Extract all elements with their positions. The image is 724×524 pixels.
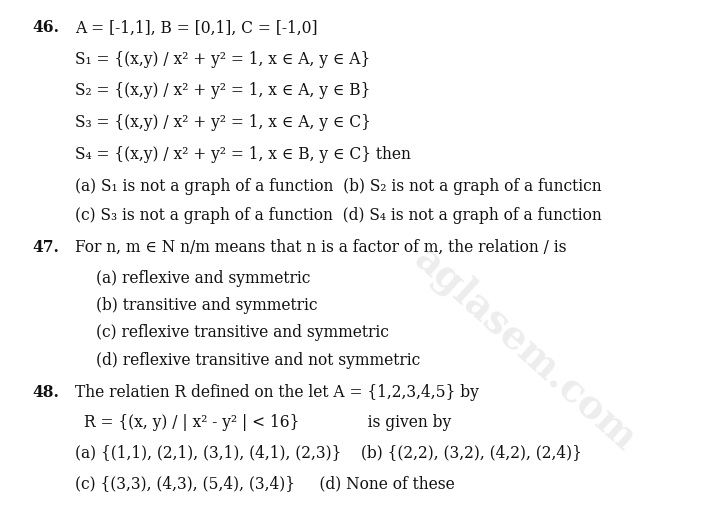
Text: 46.: 46. <box>32 19 59 36</box>
Text: A = [-1,1], B = [0,1], C = [-1,0]: A = [-1,1], B = [0,1], C = [-1,0] <box>75 19 317 36</box>
Text: S₄ = {(x,y) / x² + y² = 1, x ∈ B, y ∈ C} then: S₄ = {(x,y) / x² + y² = 1, x ∈ B, y ∈ C}… <box>75 146 411 163</box>
Text: (b) transitive and symmetric: (b) transitive and symmetric <box>96 297 317 314</box>
Text: (a) S₁ is not a graph of a function  (b) S₂ is not a graph of a functicn: (a) S₁ is not a graph of a function (b) … <box>75 178 601 195</box>
Text: S₃ = {(x,y) / x² + y² = 1, x ∈ A, y ∈ C}: S₃ = {(x,y) / x² + y² = 1, x ∈ A, y ∈ C} <box>75 114 371 132</box>
Text: (c) {(3,3), (4,3), (5,4), (3,4)}     (d) None of these: (c) {(3,3), (4,3), (5,4), (3,4)} (d) Non… <box>75 475 455 493</box>
Text: S₁ = {(x,y) / x² + y² = 1, x ∈ A, y ∈ A}: S₁ = {(x,y) / x² + y² = 1, x ∈ A, y ∈ A} <box>75 51 370 68</box>
Text: (a) reflexive and symmetric: (a) reflexive and symmetric <box>96 270 311 287</box>
Text: (a) {(1,1), (2,1), (3,1), (4,1), (2,3)}    (b) {(2,2), (3,2), (4,2), (2,4)}: (a) {(1,1), (2,1), (3,1), (4,1), (2,3)} … <box>75 444 581 462</box>
Text: R = {(x, y) / | x² - y² | < 16}              is given by: R = {(x, y) / | x² - y² | < 16} is given… <box>84 414 451 431</box>
Text: (c) S₃ is not a graph of a function  (d) S₄ is not a graph of a function: (c) S₃ is not a graph of a function (d) … <box>75 208 602 224</box>
Text: For n, m ∈ N n/m means that n is a factor of m, the relation / is: For n, m ∈ N n/m means that n is a facto… <box>75 239 566 256</box>
Text: (c) reflexive transitive and symmetric: (c) reflexive transitive and symmetric <box>96 324 389 341</box>
Text: aglasem.com: aglasem.com <box>406 239 644 459</box>
Text: S₂ = {(x,y) / x² + y² = 1, x ∈ A, y ∈ B}: S₂ = {(x,y) / x² + y² = 1, x ∈ A, y ∈ B} <box>75 82 370 100</box>
Text: The relatien R defined on the let A = {1,2,3,4,5} by: The relatien R defined on the let A = {1… <box>75 385 479 401</box>
Text: 48.: 48. <box>32 385 59 401</box>
Text: (d) reflexive transitive and not symmetric: (d) reflexive transitive and not symmetr… <box>96 352 420 368</box>
Text: 47.: 47. <box>32 239 59 256</box>
